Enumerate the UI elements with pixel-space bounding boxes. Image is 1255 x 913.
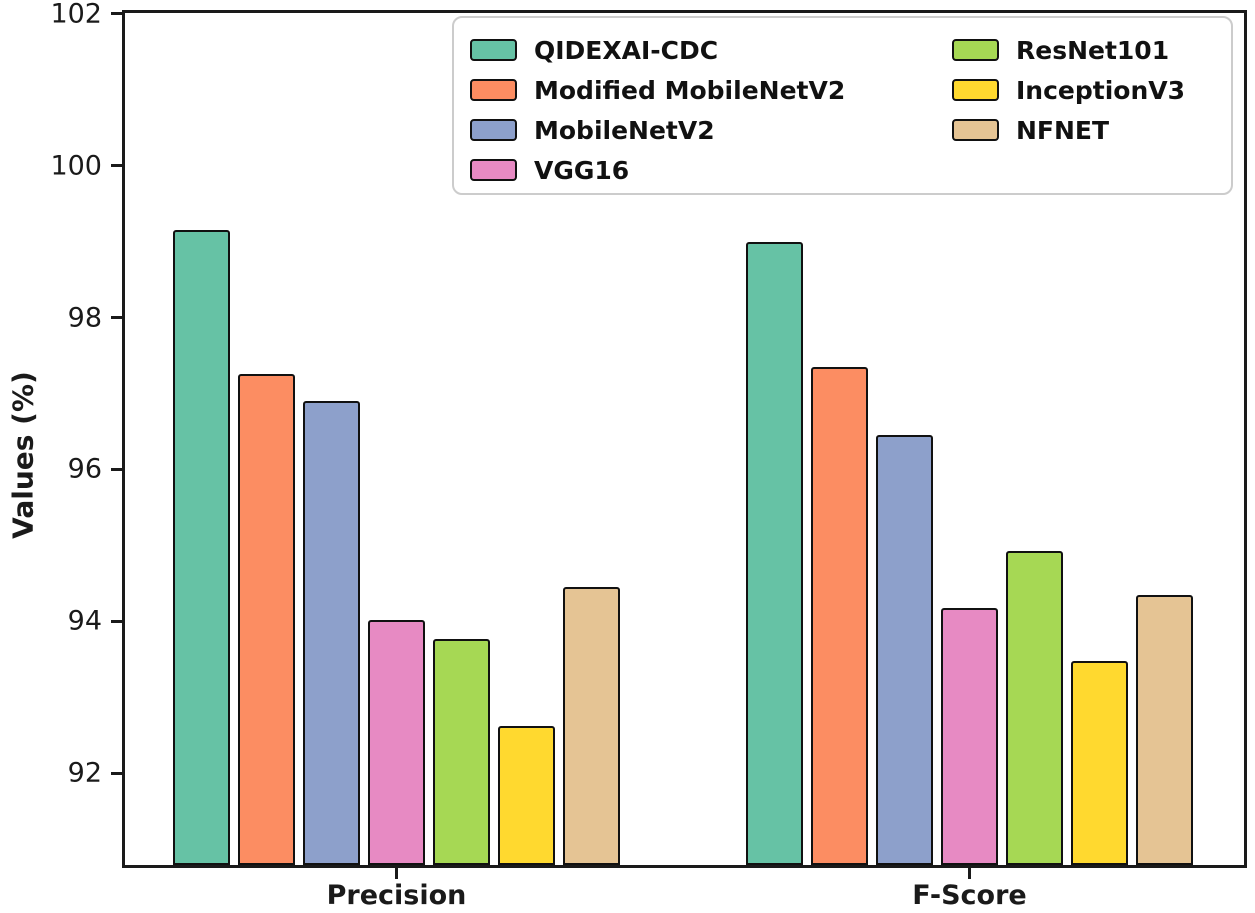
legend-item-modified-mobilenetv2: Modified MobileNetV2	[470, 70, 845, 110]
y-tick-label-92: 92	[67, 757, 102, 789]
legend-item-resnet101: ResNet101	[952, 30, 1185, 70]
bar-vgg16-f-score	[941, 608, 998, 865]
legend-item-mobilenetv2: MobileNetV2	[470, 110, 845, 150]
legend-item-vgg16: VGG16	[470, 150, 845, 190]
y-tick-mark-100	[111, 164, 122, 168]
y-tick-mark-92	[111, 771, 122, 775]
legend-swatch-mobilenetv2	[470, 119, 517, 141]
bar-vgg16-precision	[368, 619, 425, 865]
legend-label-resnet101: ResNet101	[1016, 35, 1170, 65]
bar-modified-mobilenetv2-precision	[238, 374, 295, 865]
legend-swatch-modified-mobilenetv2	[470, 79, 517, 101]
legend-label-nfnet: NFNET	[1016, 115, 1110, 145]
legend-swatch-vgg16	[470, 159, 517, 181]
bar-inceptionv3-f-score	[1071, 661, 1128, 865]
x-category-label-f-score: F-Score	[912, 880, 1027, 911]
y-tick-label-94: 94	[67, 605, 102, 637]
bar-qidexai-cdc-f-score	[746, 241, 803, 865]
bar-mobilenetv2-f-score	[876, 435, 933, 865]
legend-swatch-qidexai-cdc	[470, 39, 517, 61]
y-tick-label-96: 96	[67, 453, 102, 485]
legend-column-2: ResNet101 InceptionV3 NFNET	[952, 30, 1185, 150]
y-tick-mark-102	[111, 12, 122, 16]
bar-inceptionv3-precision	[498, 726, 555, 865]
legend-label-inceptionv3: InceptionV3	[1016, 75, 1186, 105]
bar-modified-mobilenetv2-f-score	[811, 366, 868, 865]
y-tick-label-102: 102	[50, 0, 102, 30]
legend-item-inceptionv3: InceptionV3	[952, 70, 1185, 110]
bar-mobilenetv2-precision	[303, 401, 360, 865]
y-tick-label-98: 98	[67, 302, 102, 333]
legend-swatch-nfnet	[952, 119, 999, 141]
x-tick-mark-f-score	[968, 868, 971, 879]
legend-label-mobilenetv2: MobileNetV2	[534, 115, 715, 145]
bar-nfnet-precision	[563, 587, 620, 865]
legend: QIDEXAI-CDC Modified MobileNetV2 MobileNet…	[452, 16, 1233, 195]
legend-label-modified-mobilenetv2: Modified MobileNetV2	[534, 75, 846, 105]
y-tick-mark-94	[111, 619, 122, 623]
bar-resnet101-precision	[433, 639, 490, 865]
legend-item-nfnet: NFNET	[952, 110, 1185, 150]
bar-nfnet-f-score	[1136, 594, 1193, 865]
y-axis-tick-labels: 92 94 96 98 100 102	[0, 0, 102, 913]
legend-label-qidexai-cdc: QIDEXAI-CDC	[534, 35, 719, 65]
legend-label-vgg16: VGG16	[534, 155, 630, 185]
legend-item-qidexai-cdc: QIDEXAI-CDC	[470, 30, 845, 70]
legend-column-1: QIDEXAI-CDC Modified MobileNetV2 MobileNet…	[470, 30, 845, 190]
y-tick-label-100: 100	[50, 150, 102, 182]
y-tick-mark-98	[111, 316, 122, 319]
y-tick-mark-96	[111, 467, 122, 471]
x-tick-mark-precision	[395, 868, 398, 879]
legend-swatch-resnet101	[952, 39, 999, 61]
legend-swatch-inceptionv3	[952, 79, 999, 101]
bar-qidexai-cdc-precision	[173, 230, 230, 865]
bar-resnet101-f-score	[1006, 550, 1063, 865]
x-category-label-precision: Precision	[326, 880, 467, 911]
